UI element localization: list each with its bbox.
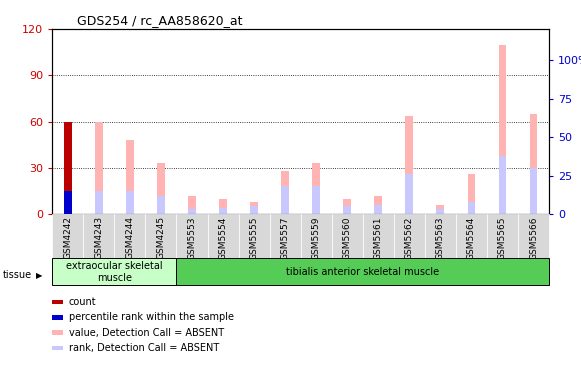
Text: GSM4245: GSM4245 [156,216,166,259]
Text: count: count [69,297,96,307]
Text: value, Detection Call = ABSENT: value, Detection Call = ABSENT [69,328,224,338]
Bar [530,114,537,214]
Bar [374,205,382,214]
Text: GSM5554: GSM5554 [218,216,228,260]
Bar [188,209,196,214]
Bar [468,174,475,214]
Bar [374,195,382,214]
Bar [436,205,444,214]
Text: GSM5562: GSM5562 [405,216,414,260]
Bar [219,208,227,214]
Text: GSM4244: GSM4244 [125,216,134,259]
Bar [64,191,71,214]
Bar [145,214,177,258]
Bar [487,214,518,258]
Bar [157,195,165,214]
Bar [239,214,270,258]
Bar [530,168,537,214]
Bar [332,214,363,258]
Bar [219,199,227,214]
Bar [281,186,289,214]
Bar [498,45,507,214]
Bar [250,206,258,214]
Bar [313,163,320,214]
Text: GSM5559: GSM5559 [311,216,321,260]
Bar [425,214,456,258]
Bar [270,214,301,258]
Bar [363,214,394,258]
Bar [313,186,320,214]
Text: GSM4242: GSM4242 [63,216,72,259]
Bar [301,214,332,258]
Bar [52,214,83,258]
Bar [436,209,444,214]
Text: GSM5563: GSM5563 [436,216,445,260]
Bar [207,214,239,258]
Bar [157,163,165,214]
Bar [343,206,351,214]
Text: GSM5566: GSM5566 [529,216,538,260]
Text: tibialis anterior skeletal muscle: tibialis anterior skeletal muscle [286,267,439,277]
Bar [177,258,549,285]
Bar [343,199,351,214]
Text: tissue: tissue [3,270,32,280]
Bar [406,174,413,214]
Bar [456,214,487,258]
Text: GSM5561: GSM5561 [374,216,383,260]
Text: ▶: ▶ [36,271,42,280]
Bar [394,214,425,258]
Bar [83,214,114,258]
Bar [468,202,475,214]
Bar [126,140,134,214]
Bar [281,171,289,214]
Text: GSM5565: GSM5565 [498,216,507,260]
Bar [95,122,103,214]
Bar [126,191,134,214]
Bar [498,156,507,214]
Text: GDS254 / rc_AA858620_at: GDS254 / rc_AA858620_at [77,14,243,27]
Text: extraocular skeletal
muscle: extraocular skeletal muscle [66,261,163,283]
Bar [95,191,103,214]
Bar [518,214,549,258]
Bar [406,116,413,214]
Bar [114,214,145,258]
Text: percentile rank within the sample: percentile rank within the sample [69,312,234,322]
Text: GSM5553: GSM5553 [188,216,196,260]
Bar [64,122,71,214]
Text: GSM4243: GSM4243 [94,216,103,259]
Bar [52,258,177,285]
Bar [188,195,196,214]
Text: rank, Detection Call = ABSENT: rank, Detection Call = ABSENT [69,343,219,353]
Text: GSM5564: GSM5564 [467,216,476,260]
Bar [250,202,258,214]
Text: GSM5557: GSM5557 [281,216,290,260]
Text: GSM5555: GSM5555 [250,216,259,260]
Bar [177,214,207,258]
Text: GSM5560: GSM5560 [343,216,352,260]
